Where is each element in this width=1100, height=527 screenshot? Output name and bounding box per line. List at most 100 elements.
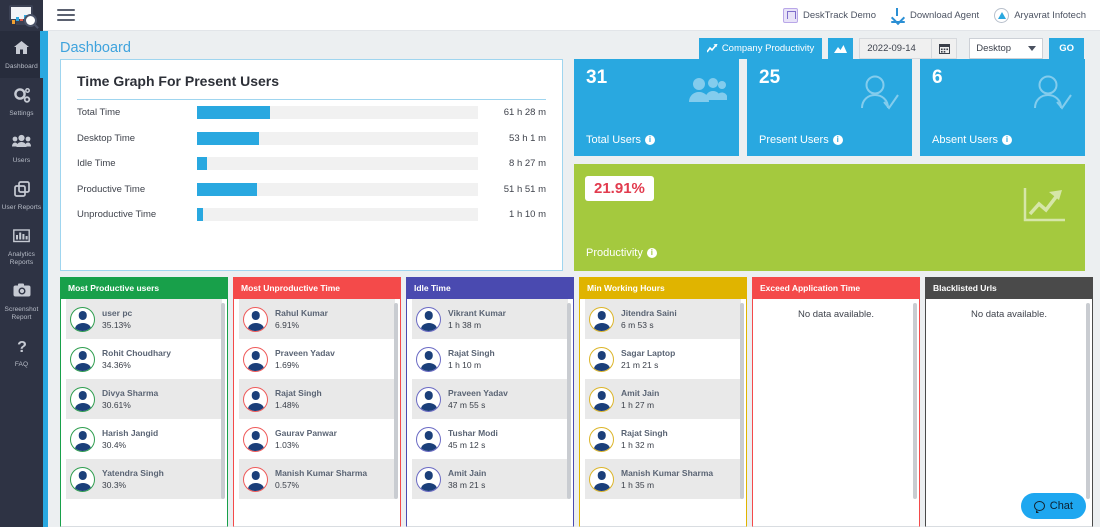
topbar-link-label: Aryavrat Infotech (1014, 9, 1086, 21)
info-icon[interactable]: i (645, 135, 656, 145)
list-item-name: Vikrant Kumar (448, 308, 506, 318)
list-item-text: Rajat Singh 1 h 10 m (448, 347, 495, 371)
sidebar-item-settings[interactable]: Settings (0, 78, 43, 125)
stat-card-present-users[interactable]: 25 Present Users i (747, 59, 912, 156)
sidebar-item-analytics-reports[interactable]: Analytics Reports (0, 219, 43, 274)
list-item[interactable]: Praveen Yadav 1.69% (239, 339, 395, 379)
company-productivity-button[interactable]: Company Productivity (698, 38, 823, 59)
go-button[interactable]: GO (1049, 38, 1084, 59)
list-item[interactable]: Manish Kumar Sharma 1 h 35 m (585, 459, 741, 499)
list-item-text: user pc 35.13% (102, 307, 132, 331)
list-item[interactable]: Amit Jain 1 h 27 m (585, 379, 741, 419)
time-graph-track (197, 106, 478, 120)
list-item[interactable]: user pc 35.13% (66, 299, 222, 339)
panel-min-working-hours: Min Working Hours Jitendra Saini 6 m 53 s S… (579, 277, 747, 527)
trend-up-icon (1023, 186, 1067, 229)
dashboard-toolbar: Company Productivity 2022-09-14 Desktop … (698, 38, 1084, 59)
avatar (70, 346, 95, 372)
topbar-link-account[interactable]: Aryavrat Infotech (990, 7, 1090, 23)
topbar-link-label: DeskTrack Demo (802, 9, 876, 21)
list-item-value: 6.91% (275, 320, 300, 330)
time-graph-row: Idle Time 8 h 27 m (61, 151, 562, 177)
scrollbar[interactable] (913, 303, 917, 499)
scrollbar[interactable] (740, 303, 744, 499)
sidebar-item-label: Dashboard (5, 63, 38, 70)
list-item-value: 47 m 55 s (448, 400, 486, 410)
info-icon[interactable]: i (832, 135, 843, 145)
app-logo[interactable] (0, 0, 43, 31)
list-item-value: 35.13% (102, 320, 131, 330)
list-item-name: Gaurav Panwar (275, 428, 337, 438)
desktop-app-icon (782, 7, 798, 23)
stat-card-absent-users[interactable]: 6 Absent Users i (920, 59, 1085, 156)
time-graph-rows: Total Time 61 h 28 m Desktop Time 53 h 1 m I… (61, 100, 562, 228)
time-graph-track (197, 182, 478, 196)
list-item-text: Rohit Choudhary 34.36% (102, 347, 171, 371)
sidebar-item-label: Analytics Reports (8, 251, 35, 266)
list-item[interactable]: Harish Jangid 30.4% (66, 419, 222, 459)
sidebar-item-users[interactable]: Users (0, 125, 43, 172)
panel-header: Idle Time (407, 277, 573, 299)
list-item[interactable]: Amit Jain 38 m 21 s (412, 459, 568, 499)
panel-most-unproductive-time: Most Unproductive Time Rahul Kumar 6.91% Pr… (233, 277, 401, 527)
sidebar-item-label: User Reports (1, 204, 42, 211)
time-graph-value: 1 h 10 m (509, 209, 546, 221)
time-graph-bar (197, 157, 208, 171)
list-item-name: user pc (102, 308, 133, 318)
time-graph-value: 51 h 51 m (503, 183, 546, 195)
sidebar-item-faq[interactable]: ? FAQ (0, 329, 43, 376)
list-item[interactable]: Praveen Yadav 47 m 55 s (412, 379, 568, 419)
area-chart-toggle-button[interactable] (828, 38, 854, 59)
list-item[interactable]: Rajat Singh 1 h 32 m (585, 419, 741, 459)
list-item-value: 30.61% (102, 400, 131, 410)
stat-card-total-users[interactable]: 31 Total Users i (574, 59, 739, 156)
list-item-text: Harish Jangid 30.4% (102, 427, 158, 451)
avatar (70, 426, 95, 452)
company-productivity-label: Company Productivity (721, 43, 815, 54)
time-graph-category: Unproductive Time (77, 209, 157, 221)
sidebar-item-dashboard[interactable]: Dashboard (0, 31, 43, 78)
files-icon (0, 181, 43, 201)
panel-header: Exceed Application Time (753, 277, 919, 299)
list-item[interactable]: Sagar Laptop 21 m 21 s (585, 339, 741, 379)
chat-bubble-icon (1033, 501, 1045, 513)
list-item-value: 1 h 27 m (621, 400, 655, 410)
stat-value: 25 (759, 67, 781, 88)
chat-label: Chat (1049, 500, 1073, 512)
area-chart-icon (834, 45, 848, 53)
list-item-name: Amit Jain (621, 388, 660, 398)
scrollbar[interactable] (221, 303, 225, 499)
list-item[interactable]: Gaurav Panwar 1.03% (239, 419, 395, 459)
productivity-card[interactable]: 21.91% Productivity i (574, 164, 1085, 271)
device-select[interactable]: Desktop (969, 38, 1044, 59)
list-item[interactable]: Rohit Choudhary 34.36% (66, 339, 222, 379)
date-input[interactable]: 2022-09-14 (859, 38, 958, 59)
list-item-name: Rohit Choudhary (102, 348, 171, 358)
hamburger-icon[interactable] (57, 6, 75, 24)
topbar-link-desktrack-demo[interactable]: DeskTrack Demo (779, 7, 880, 23)
stat-card-label-row: Present Users i (759, 134, 843, 146)
calendar-icon[interactable] (931, 39, 957, 58)
list-item[interactable]: Divya Sharma 30.61% (66, 379, 222, 419)
list-item-text: Divya Sharma 30.61% (102, 387, 158, 411)
scrollbar[interactable] (394, 303, 398, 499)
list-item[interactable]: Tushar Modi 45 m 12 s (412, 419, 568, 459)
list-item[interactable]: Yatendra Singh 30.3% (66, 459, 222, 499)
sidebar-item-user-reports[interactable]: User Reports (0, 172, 43, 219)
sidebar-item-screenshot-report[interactable]: Screenshot Report (0, 274, 43, 329)
list-item[interactable]: Jitendra Saini 6 m 53 s (585, 299, 741, 339)
panel-most-productive-users: Most Productive users user pc 35.13% Rohit … (60, 277, 228, 527)
list-item[interactable]: Rahul Kumar 6.91% (239, 299, 395, 339)
list-item[interactable]: Rajat Singh 1.48% (239, 379, 395, 419)
topbar-link-download-agent[interactable]: Download Agent (887, 7, 983, 23)
info-icon[interactable]: i (1002, 135, 1013, 145)
scrollbar[interactable] (1086, 303, 1090, 499)
info-icon[interactable]: i (646, 248, 657, 258)
list-item[interactable]: Manish Kumar Sharma 0.57% (239, 459, 395, 499)
scrollbar[interactable] (567, 303, 571, 499)
stat-card-label-row: Total Users i (586, 134, 656, 146)
list-item[interactable]: Vikrant Kumar 1 h 38 m (412, 299, 568, 339)
list-item-name: Manish Kumar Sharma (621, 468, 714, 478)
chat-button[interactable]: Chat (1020, 493, 1086, 519)
list-item[interactable]: Rajat Singh 1 h 10 m (412, 339, 568, 379)
